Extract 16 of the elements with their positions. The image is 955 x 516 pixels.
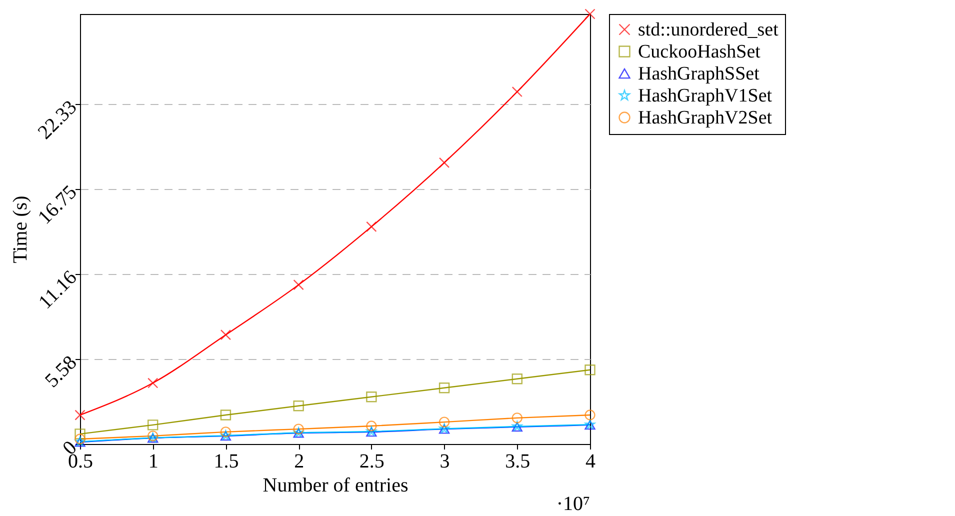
- legend-label: HashGraphV2Set: [638, 108, 773, 128]
- text: ·10⁷: [556, 493, 590, 515]
- x-tick-label: 2: [294, 450, 304, 472]
- x-tick-label: 1.5: [214, 450, 239, 472]
- x-axis-title: Number of entries: [262, 474, 408, 496]
- y-tick-label: 5.58: [40, 352, 82, 392]
- x-tick-label: 1: [148, 450, 158, 472]
- x-tick-label: 4: [586, 450, 596, 472]
- legend-label: std::unordered_set: [638, 20, 780, 40]
- x-tick-label: 3: [440, 450, 450, 472]
- y-axis-title: Time (s): [10, 196, 32, 264]
- x-tick-label: 3.5: [505, 450, 530, 472]
- legend-label: CuckooHashSet: [638, 42, 762, 62]
- legend-label: HashGraphSSet: [638, 64, 760, 84]
- x-tick-label: 2.5: [359, 450, 384, 472]
- legend-label: HashGraphV1Set: [638, 86, 773, 106]
